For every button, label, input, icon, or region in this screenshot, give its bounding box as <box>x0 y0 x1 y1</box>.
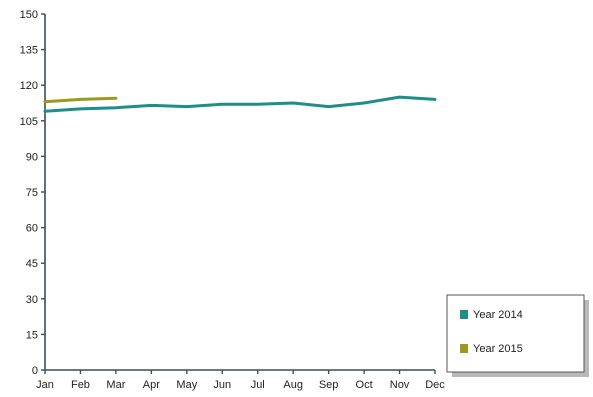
x-tick-label: Mar <box>106 379 125 391</box>
x-tick-label: Aug <box>283 379 303 391</box>
y-tick-label: 45 <box>26 258 38 270</box>
x-tick-label: Jan <box>36 379 54 391</box>
y-tick-label: 120 <box>20 80 38 92</box>
x-tick-label: Oct <box>356 379 373 391</box>
legend-items: Year 2014 Year 2015 <box>460 309 523 355</box>
x-tick-label: Jun <box>213 379 231 391</box>
legend: Year 2014 Year 2015 <box>446 294 589 377</box>
x-tick-label: May <box>176 379 197 391</box>
y-tick-label: 60 <box>26 223 38 235</box>
y-tick-label: 75 <box>26 187 38 199</box>
y-tick-label: 90 <box>26 151 38 163</box>
series-line-1 <box>43 95 437 113</box>
x-tick-label: Apr <box>143 379 160 391</box>
x-tick-label: Dec <box>425 379 445 391</box>
x-axis-ticks: Jan Feb Mar Apr May Jun Jul Aug Sep Oct Nov Dec <box>36 370 445 391</box>
x-tick-label: Jul <box>251 379 265 391</box>
series-layer <box>43 95 437 113</box>
legend-label: Year 2014 <box>473 309 523 321</box>
x-tick-label: Sep <box>319 379 339 391</box>
legend-swatch <box>460 310 468 319</box>
y-tick-label: 0 <box>32 365 38 377</box>
y-tick-label: 30 <box>26 294 38 306</box>
y-tick-label: 135 <box>20 45 38 57</box>
legend-swatch <box>460 344 468 353</box>
series-line-2 <box>43 96 118 104</box>
legend-label: Year 2015 <box>473 343 523 355</box>
legend-box <box>446 294 585 373</box>
y-axis-ticks: 0 15 30 45 60 75 90 105 120 135 150 <box>20 9 45 377</box>
y-tick-label: 150 <box>20 9 38 21</box>
y-tick-label: 105 <box>20 116 38 128</box>
x-tick-label: Feb <box>71 379 90 391</box>
x-tick-label: Nov <box>390 379 410 391</box>
axes <box>44 14 435 371</box>
y-tick-label: 15 <box>26 329 38 341</box>
